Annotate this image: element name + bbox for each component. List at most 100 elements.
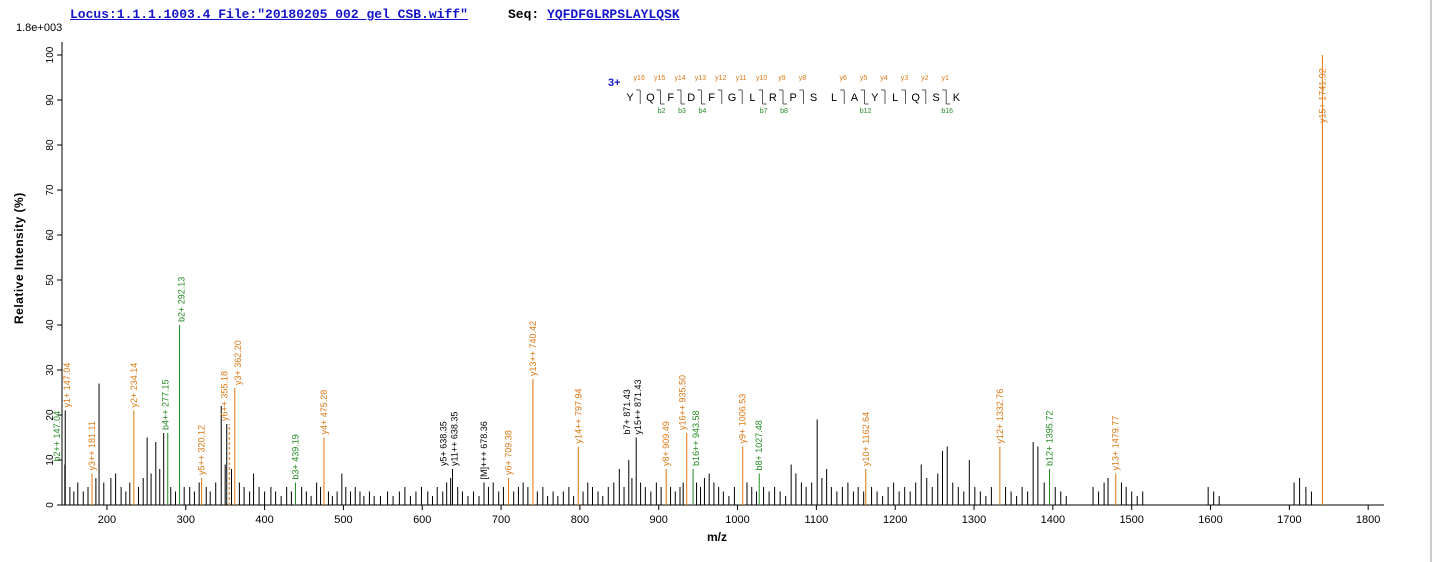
seq-value[interactable]: YQFDFGLRPSLAYLQSK: [547, 7, 680, 22]
peak-label: y15+ 1741.92: [1317, 68, 1327, 123]
x-tick-label: 800: [571, 514, 589, 526]
window-edge: [1430, 0, 1432, 562]
peak-label: y6++ 355.18: [219, 371, 229, 421]
y-tick-label: 50: [45, 274, 56, 286]
precursor-charge: 3+: [608, 77, 621, 89]
peak-label: y5+ 638.35: [438, 421, 448, 466]
x-tick-label: 600: [413, 514, 431, 526]
peak-label: y4+ 475.28: [319, 390, 329, 435]
b-ion-mark-label: b8: [780, 108, 788, 115]
y-ion-mark-label: y14: [674, 75, 685, 82]
b-ion-mark-label: b2: [658, 108, 666, 115]
x-tick-label: 1500: [1119, 514, 1143, 526]
peak-label: y3+ 362.20: [233, 340, 243, 385]
peak-label: b3+ 439.19: [290, 434, 300, 479]
y-tick-label: 10: [45, 454, 56, 466]
x-tick-label: 1600: [1198, 514, 1222, 526]
y-ion-mark-label: y6: [839, 75, 847, 82]
locus-file-text[interactable]: Locus:1.1.1.1003.4 File:"20180205_002_ge…: [70, 7, 468, 22]
peak-label: b2+ 292.13: [177, 277, 187, 322]
x-tick-label: 200: [98, 514, 116, 526]
y-ion-mark-label: y9: [778, 75, 786, 82]
residue-letter: R: [769, 92, 777, 104]
y-ion-mark-label: y8: [799, 75, 807, 82]
x-tick-label: 500: [334, 514, 352, 526]
peak-label: b12+ 1395.72: [1044, 411, 1054, 466]
peak-label: b16++ 943.58: [691, 410, 701, 466]
x-tick-label: 400: [255, 514, 273, 526]
peak-label: y2+ 234.14: [129, 363, 139, 408]
residue-letter: Q: [911, 92, 920, 104]
x-tick-label: 900: [650, 514, 668, 526]
b-ion-mark-label: b12: [860, 108, 872, 115]
peak-label: b4++ 277.15: [161, 379, 171, 430]
peak-label: b8+ 1027.48: [754, 420, 764, 470]
peak-label: y9+ 1006.53: [738, 394, 748, 444]
peak-label: y14++ 797.94: [573, 388, 583, 443]
residue-letter: S: [932, 92, 939, 104]
x-tick-label: 1800: [1356, 514, 1380, 526]
y-tick-label: 20: [45, 409, 56, 421]
sequence-header: Seq: YQFDFGLRPSLAYLQSK: [508, 7, 680, 22]
residue-letter: D: [687, 92, 695, 104]
residue-letter: Y: [871, 92, 879, 104]
b-ion-mark-label: b7: [760, 108, 768, 115]
axes: 200 300 400 500 600 700 800 900 1000 1100 1200 1300…: [45, 42, 1384, 526]
y-ion-mark-label: y13: [695, 75, 706, 82]
x-tick-label: 1300: [962, 514, 986, 526]
peak-label: y1+ 147.04: [62, 363, 72, 408]
peak-label: b7+ 871.43: [622, 389, 632, 434]
residue-letter: F: [708, 92, 715, 104]
intensity-scale-label: 1.8e+003: [16, 22, 63, 34]
y-tick-label: 60: [45, 229, 56, 241]
peak-label: y10+ 1162.64: [861, 412, 871, 466]
peak-label: y5++ 320.12: [197, 425, 207, 475]
y-tick-label: 80: [45, 139, 56, 151]
peak-label: y12+ 1332.76: [995, 389, 1005, 444]
x-tick-label: 1200: [883, 514, 907, 526]
y-tick-label: 30: [45, 364, 56, 376]
peak-label: y13+ 1479.77: [1111, 416, 1121, 471]
x-tick-label: 1400: [1041, 514, 1065, 526]
residue-letter: A: [851, 92, 859, 104]
peak-label: [M]+++ 678.36: [479, 421, 489, 479]
b-ion-mark-label: b3: [678, 108, 686, 115]
residue-letter: L: [749, 92, 755, 104]
peak-label: y16++ 935.50: [678, 375, 688, 430]
peak-label: y3++ 181.11: [87, 421, 97, 470]
y-ion-mark-label: y3: [901, 75, 909, 82]
y-ion-mark-label: y12: [715, 75, 726, 82]
residue-letter: G: [728, 92, 737, 104]
residue-letter: P: [790, 92, 797, 104]
y-ion-mark-label: y4: [880, 75, 888, 82]
residue-letter: Q: [646, 92, 655, 104]
y-ion-mark-label: y1: [941, 75, 949, 82]
y-ion-mark-label: y10: [756, 75, 767, 82]
peak-label: b2++ 147.04: [52, 411, 62, 462]
y-ion-mark-label: y5: [860, 75, 868, 82]
y-ion-mark-label: y2: [921, 75, 929, 82]
y-tick-label: 70: [45, 184, 56, 196]
x-tick-label: 1700: [1277, 514, 1301, 526]
y-ion-mark-label: y16: [634, 75, 645, 82]
residue-letter: L: [892, 92, 898, 104]
b-ion-mark-label: b16: [941, 108, 953, 115]
x-axis-title: m/z: [707, 530, 728, 544]
residue-letter: K: [953, 92, 961, 104]
x-tick-label: 1000: [725, 514, 749, 526]
peak-label: y11++ 638.35: [449, 412, 459, 466]
peak-label: y6+ 709.38: [503, 430, 513, 475]
x-tick-label: 1100: [805, 514, 829, 526]
x-tick-label: 300: [177, 514, 195, 526]
residue-letter: F: [667, 92, 674, 104]
residue-letter: Y: [626, 92, 634, 104]
y-tick-label: 100: [45, 46, 56, 63]
seq-label: Seq:: [508, 7, 548, 22]
y-ion-mark-label: y15: [654, 75, 665, 82]
y-ion-mark-label: y11: [736, 75, 747, 82]
peak-label: y15++ 871.43: [633, 379, 643, 434]
